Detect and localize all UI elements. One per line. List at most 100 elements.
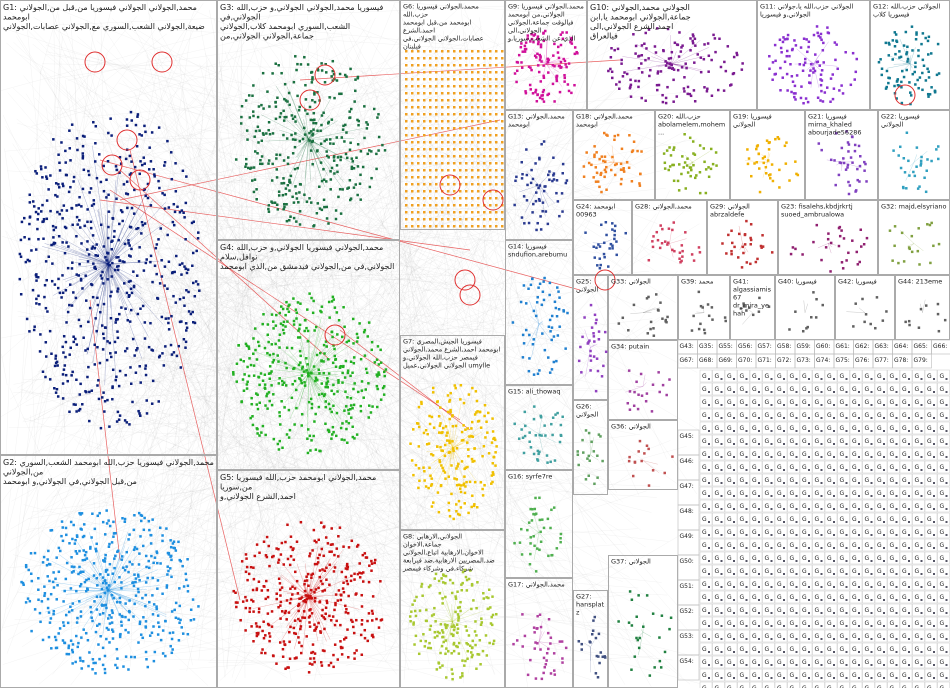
node[interactable] [193,294,197,298]
node[interactable] [39,165,43,168]
node[interactable] [563,59,567,63]
node[interactable] [413,643,416,646]
node[interactable] [484,634,488,637]
node[interactable] [182,585,186,588]
node[interactable] [835,43,838,46]
node[interactable] [109,352,112,355]
node[interactable] [893,45,897,48]
node[interactable] [379,580,382,583]
node[interactable] [802,101,805,105]
node[interactable] [71,662,74,665]
node[interactable] [350,157,354,160]
node[interactable] [75,343,79,346]
node[interactable] [421,594,424,597]
node[interactable] [252,610,255,613]
node[interactable] [116,268,120,272]
node[interactable] [329,178,333,181]
node[interactable] [163,265,167,268]
node[interactable] [786,37,789,41]
node[interactable] [441,57,444,60]
node[interactable] [240,560,244,563]
node[interactable] [429,127,432,130]
node[interactable] [169,539,172,542]
node[interactable] [345,75,348,78]
node[interactable] [84,550,88,554]
node[interactable] [178,263,182,267]
node[interactable] [139,307,142,310]
node[interactable] [69,605,72,609]
node[interactable] [178,558,182,562]
node[interactable] [485,596,488,599]
node[interactable] [429,204,432,207]
node[interactable] [95,542,98,546]
node[interactable] [429,211,432,214]
node[interactable] [250,625,253,628]
node[interactable] [33,551,37,555]
node[interactable] [375,358,379,361]
node[interactable] [483,85,486,88]
node[interactable] [96,254,100,258]
node[interactable] [914,61,917,65]
node[interactable] [116,410,120,414]
node[interactable] [438,666,442,669]
node[interactable] [522,195,526,198]
node[interactable] [313,539,316,543]
node[interactable] [308,554,311,558]
node[interactable] [67,190,71,194]
node[interactable] [459,197,462,200]
node[interactable] [64,289,68,292]
node[interactable] [136,347,139,350]
node[interactable] [295,68,298,72]
node[interactable] [97,643,100,646]
node[interactable] [347,656,350,659]
node[interactable] [613,163,617,167]
node[interactable] [142,616,145,619]
node[interactable] [114,318,118,322]
node[interactable] [417,92,420,95]
node[interactable] [119,209,123,212]
node[interactable] [84,631,88,635]
node[interactable] [251,179,254,182]
node[interactable] [370,569,373,572]
node[interactable] [268,105,271,108]
node[interactable] [525,148,528,151]
node[interactable] [124,157,128,161]
node[interactable] [346,396,349,399]
node[interactable] [417,190,420,193]
node[interactable] [124,655,128,658]
node[interactable] [52,612,55,616]
node[interactable] [133,573,136,576]
node[interactable] [52,138,55,141]
node[interactable] [366,619,369,623]
node[interactable] [471,106,474,109]
node[interactable] [254,622,258,625]
node[interactable] [166,573,169,576]
node[interactable] [319,129,322,133]
node[interactable] [659,70,663,73]
node[interactable] [170,314,173,318]
node[interactable] [69,520,73,524]
node[interactable] [141,596,144,600]
node[interactable] [501,50,504,53]
node[interactable] [415,422,419,425]
node[interactable] [63,589,66,593]
node[interactable] [459,50,462,53]
node[interactable] [148,146,151,149]
node[interactable] [92,574,96,577]
node[interactable] [801,69,805,73]
node[interactable] [149,321,152,325]
node[interactable] [263,387,267,390]
node[interactable] [118,369,122,373]
node[interactable] [333,608,336,612]
node[interactable] [102,164,105,168]
node[interactable] [339,158,342,162]
node[interactable] [90,283,93,286]
node[interactable] [928,93,932,96]
node[interactable] [85,557,89,560]
node[interactable] [74,550,78,553]
node[interactable] [103,671,107,675]
node[interactable] [116,336,120,340]
node[interactable] [449,391,452,395]
node[interactable] [627,166,631,170]
node[interactable] [105,259,108,262]
